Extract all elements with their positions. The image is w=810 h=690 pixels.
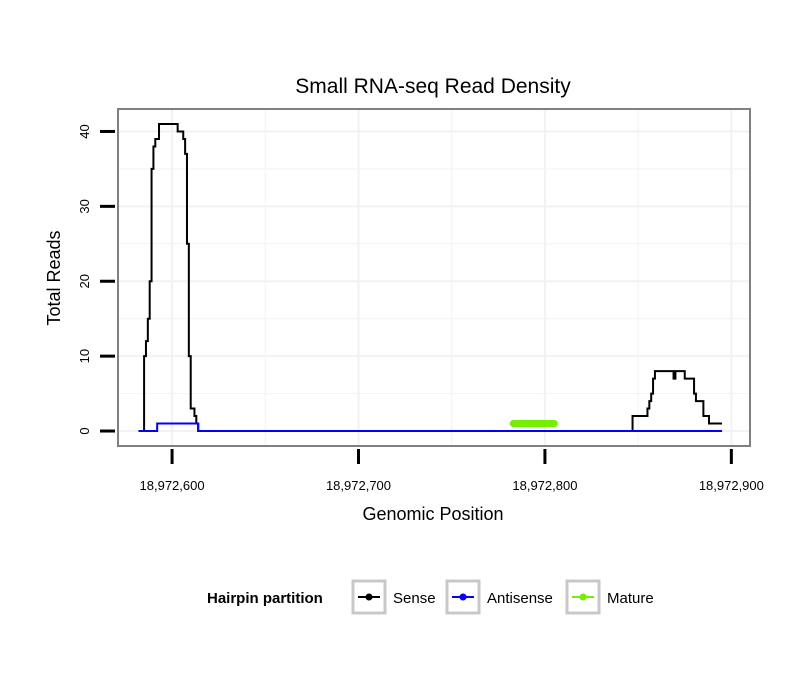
x-axis-title: Genomic Position bbox=[362, 504, 503, 524]
legend: Hairpin partition Sense Antisense Mature bbox=[207, 579, 654, 615]
x-tick-label: 18,972,600 bbox=[140, 478, 205, 493]
series-line-sense bbox=[138, 122, 723, 433]
x-axis: 18,972,600 18,972,700 18,972,800 18,972,900 bbox=[140, 449, 764, 493]
y-tick-label: 20 bbox=[77, 274, 92, 288]
x-tick-label: 18,972,800 bbox=[512, 478, 577, 493]
legend-item-antisense: Antisense bbox=[445, 579, 553, 615]
legend-label: Mature bbox=[607, 590, 654, 607]
y-axis: 0 10 20 30 40 bbox=[77, 124, 115, 435]
legend-key-point bbox=[365, 593, 373, 601]
legend-item-sense: Sense bbox=[351, 579, 436, 615]
legend-label: Antisense bbox=[487, 590, 553, 607]
y-tick-label: 10 bbox=[77, 349, 92, 363]
legend-label: Sense bbox=[393, 590, 436, 607]
legend-keys: Sense Antisense Mature bbox=[351, 579, 654, 615]
y-tick-label: 0 bbox=[77, 427, 92, 434]
y-tick-label: 40 bbox=[77, 124, 92, 138]
y-tick-label: 30 bbox=[77, 199, 92, 213]
chart-title: Small RNA-seq Read Density bbox=[295, 75, 571, 98]
series-line-antisense bbox=[138, 422, 723, 433]
legend-key-point bbox=[579, 593, 587, 601]
x-tick-label: 18,972,900 bbox=[699, 478, 764, 493]
series-layer bbox=[138, 122, 723, 433]
legend-item-mature: Mature bbox=[565, 579, 654, 615]
plot-panel-border bbox=[117, 108, 751, 447]
x-tick-label: 18,972,700 bbox=[326, 478, 391, 493]
y-axis-title: Total Reads bbox=[44, 230, 64, 325]
legend-title: Hairpin partition bbox=[207, 590, 323, 607]
legend-key-point bbox=[459, 593, 467, 601]
chart-grid bbox=[118, 109, 750, 446]
